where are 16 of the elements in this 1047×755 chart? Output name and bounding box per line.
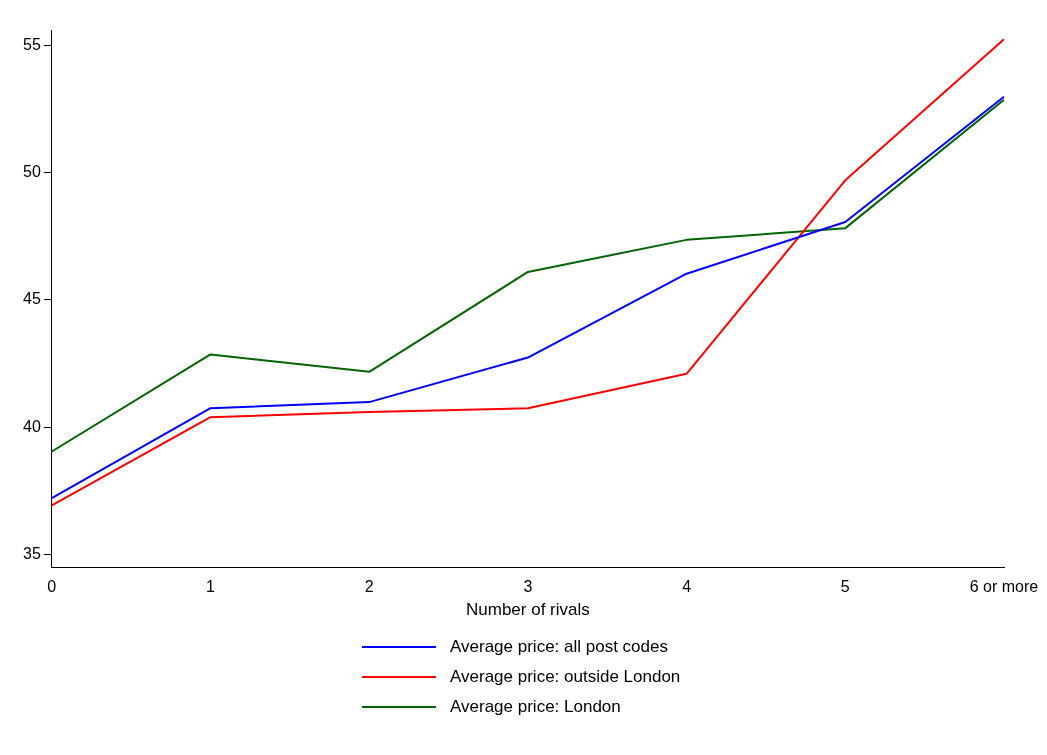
- y-tick-label: 40: [23, 417, 41, 435]
- y-tick-label: 55: [23, 35, 41, 53]
- legend-label: Average price: all post codes: [450, 637, 668, 657]
- x-tick-label: 4: [682, 578, 692, 596]
- y-tick-label: 50: [23, 163, 41, 181]
- x-axis-title: Number of rivals: [466, 600, 590, 620]
- x-tick-label: 1: [206, 578, 216, 596]
- x-tick-label: 6 or more: [969, 578, 1039, 596]
- x-tick-label: 3: [523, 578, 533, 596]
- legend-label: Average price: outside London: [450, 667, 681, 687]
- y-tick-label: 45: [23, 290, 41, 308]
- y-tick-label: 35: [23, 545, 41, 563]
- x-tick-label: 2: [364, 578, 374, 596]
- x-tick-label: 5: [840, 578, 850, 596]
- legend-label: Average price: London: [450, 697, 621, 717]
- x-tick-label: 0: [47, 578, 57, 596]
